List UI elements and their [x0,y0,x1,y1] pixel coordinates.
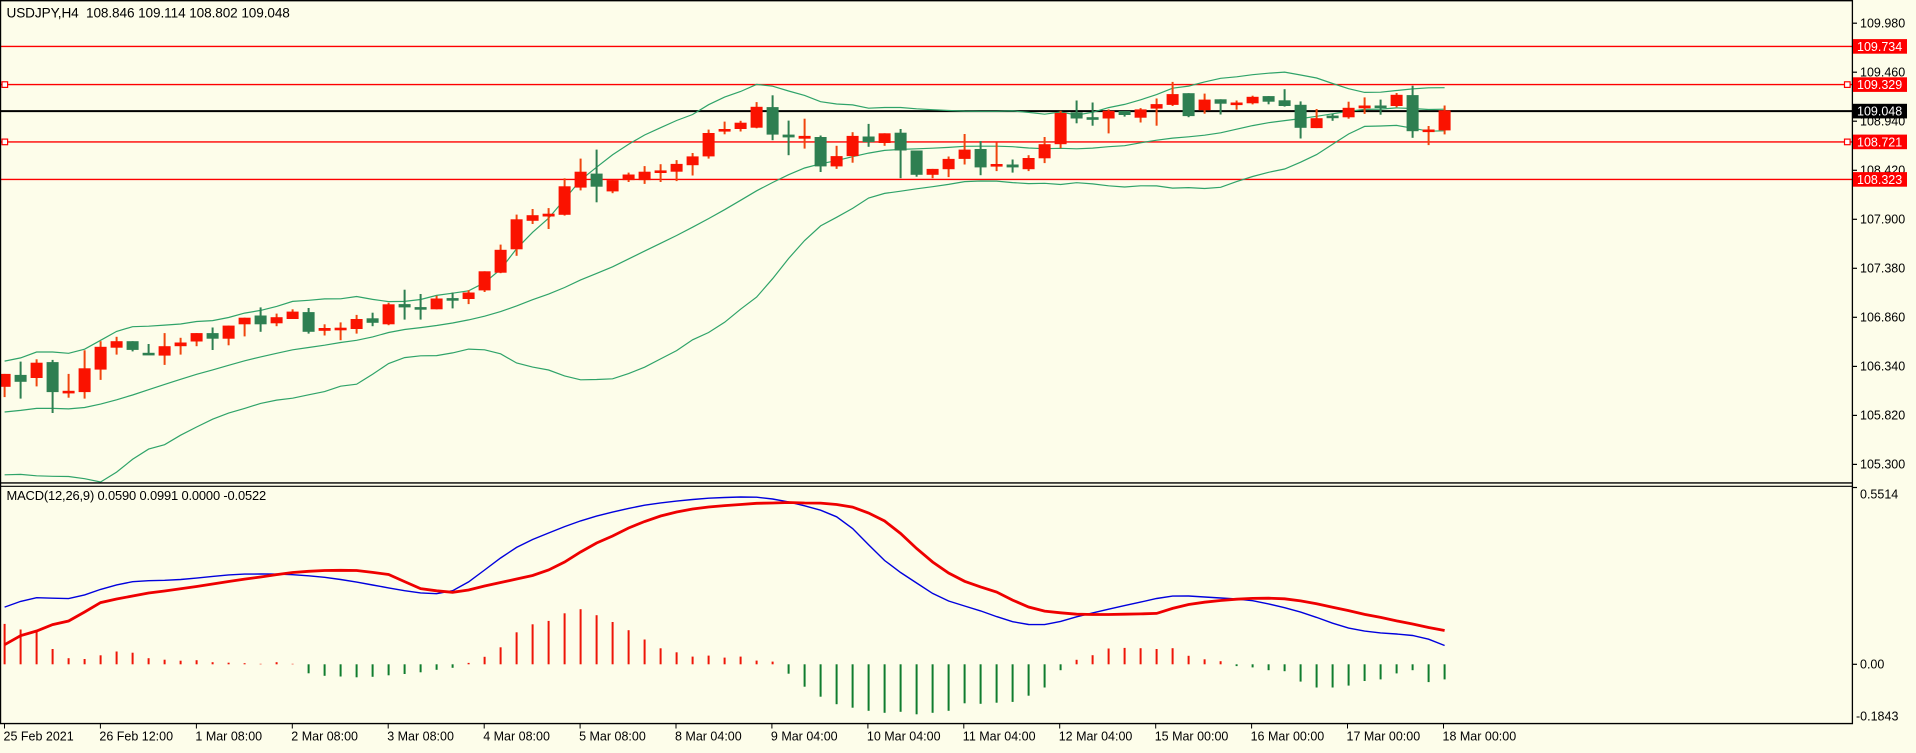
svg-text:9 Mar 04:00: 9 Mar 04:00 [771,730,838,744]
svg-text:18 Mar 00:00: 18 Mar 00:00 [1443,730,1517,744]
svg-text:109.734: 109.734 [1857,40,1902,54]
svg-text:12 Mar 04:00: 12 Mar 04:00 [1059,730,1133,744]
svg-text:109.980: 109.980 [1860,16,1905,30]
svg-text:109.329: 109.329 [1857,78,1902,92]
svg-text:109.460: 109.460 [1860,65,1905,79]
svg-text:25 Feb 2021: 25 Feb 2021 [4,730,74,744]
svg-text:107.380: 107.380 [1860,262,1905,276]
svg-text:16 Mar 00:00: 16 Mar 00:00 [1251,730,1325,744]
svg-text:17 Mar 00:00: 17 Mar 00:00 [1347,730,1421,744]
svg-text:2 Mar 08:00: 2 Mar 08:00 [291,730,358,744]
svg-text:26 Feb 12:00: 26 Feb 12:00 [99,730,173,744]
svg-text:108.721: 108.721 [1857,135,1902,149]
svg-text:3 Mar 08:00: 3 Mar 08:00 [387,730,454,744]
svg-text:106.860: 106.860 [1860,311,1905,325]
svg-text:10 Mar 04:00: 10 Mar 04:00 [867,730,941,744]
svg-text:105.300: 105.300 [1860,458,1905,472]
svg-text:0.00: 0.00 [1860,658,1884,672]
svg-text:109.048: 109.048 [1857,105,1902,119]
svg-text:USDJPY,H4 108.846 109.114 108: USDJPY,H4 108.846 109.114 108.802 109.04… [7,6,290,21]
svg-text:11 Mar 04:00: 11 Mar 04:00 [963,730,1036,744]
svg-text:1 Mar 08:00: 1 Mar 08:00 [195,730,262,744]
svg-text:105.820: 105.820 [1860,409,1905,423]
svg-text:-0.1843: -0.1843 [1856,710,1898,724]
svg-text:15 Mar 00:00: 15 Mar 00:00 [1155,730,1229,744]
svg-text:5 Mar 08:00: 5 Mar 08:00 [579,730,646,744]
svg-text:106.340: 106.340 [1860,360,1905,374]
svg-text:MACD(12,26,9) 0.0590 0.0991 0.: MACD(12,26,9) 0.0590 0.0991 0.0000 -0.05… [7,488,267,503]
svg-text:4 Mar 08:00: 4 Mar 08:00 [483,730,550,744]
svg-text:108.323: 108.323 [1857,173,1902,187]
svg-text:107.900: 107.900 [1860,213,1905,227]
svg-text:0.5514: 0.5514 [1860,488,1898,502]
svg-text:8 Mar 04:00: 8 Mar 04:00 [675,730,742,744]
